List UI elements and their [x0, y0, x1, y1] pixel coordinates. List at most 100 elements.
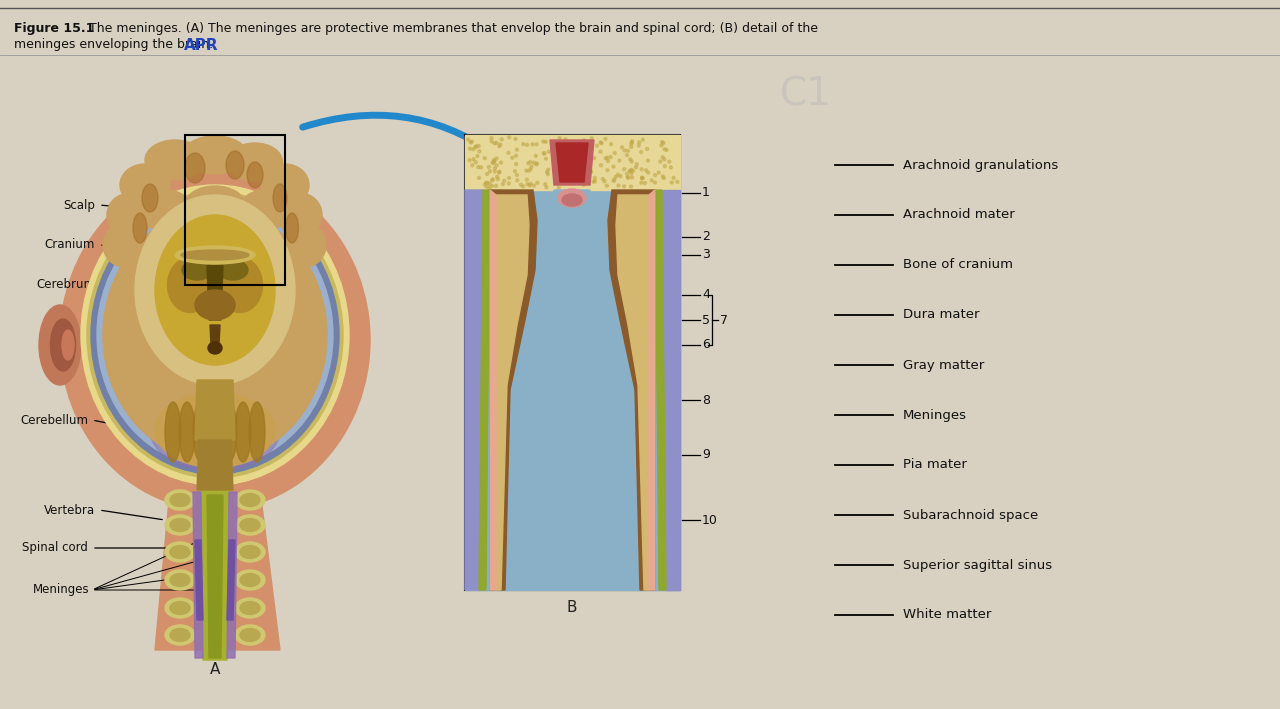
Ellipse shape	[527, 169, 530, 172]
Ellipse shape	[133, 213, 147, 243]
Ellipse shape	[236, 598, 265, 618]
Text: Figure 15.1: Figure 15.1	[14, 22, 95, 35]
Ellipse shape	[668, 160, 671, 163]
Ellipse shape	[486, 182, 489, 184]
Polygon shape	[195, 540, 204, 620]
Ellipse shape	[470, 141, 472, 144]
Ellipse shape	[562, 164, 566, 167]
Ellipse shape	[646, 159, 649, 162]
Ellipse shape	[543, 152, 545, 155]
Ellipse shape	[605, 169, 609, 172]
Ellipse shape	[543, 152, 545, 155]
Text: White matter: White matter	[902, 608, 992, 622]
Ellipse shape	[561, 148, 564, 151]
Polygon shape	[207, 495, 223, 658]
Ellipse shape	[529, 167, 532, 171]
Text: Scalp: Scalp	[63, 199, 95, 211]
Ellipse shape	[662, 177, 666, 179]
Ellipse shape	[589, 169, 591, 172]
Ellipse shape	[498, 171, 500, 174]
Polygon shape	[227, 492, 237, 658]
Ellipse shape	[557, 186, 561, 189]
Text: 3: 3	[701, 248, 710, 262]
Ellipse shape	[630, 172, 632, 175]
Ellipse shape	[672, 177, 675, 179]
Ellipse shape	[599, 150, 602, 153]
Ellipse shape	[531, 143, 534, 146]
Text: 9: 9	[701, 449, 710, 462]
Ellipse shape	[645, 169, 648, 172]
Ellipse shape	[492, 161, 495, 164]
Ellipse shape	[521, 185, 525, 188]
Ellipse shape	[605, 156, 609, 160]
Bar	[465, 135, 680, 590]
Ellipse shape	[508, 177, 511, 179]
Polygon shape	[479, 190, 490, 590]
Ellipse shape	[604, 157, 607, 160]
Ellipse shape	[612, 165, 614, 168]
Ellipse shape	[91, 196, 339, 474]
Ellipse shape	[472, 158, 475, 161]
Text: C1: C1	[780, 75, 832, 113]
Text: 8: 8	[701, 393, 710, 406]
Ellipse shape	[165, 570, 195, 590]
Ellipse shape	[590, 140, 593, 143]
Ellipse shape	[513, 169, 516, 173]
Ellipse shape	[620, 174, 622, 178]
Ellipse shape	[564, 145, 567, 148]
Ellipse shape	[627, 177, 630, 179]
Ellipse shape	[145, 140, 205, 180]
Ellipse shape	[507, 182, 511, 185]
Ellipse shape	[630, 143, 632, 145]
Ellipse shape	[87, 192, 343, 478]
Text: Superior sagittal sinus: Superior sagittal sinus	[902, 559, 1052, 571]
Polygon shape	[616, 195, 649, 590]
Ellipse shape	[477, 150, 481, 153]
Polygon shape	[490, 190, 497, 590]
Ellipse shape	[165, 490, 195, 510]
Ellipse shape	[102, 223, 147, 267]
Ellipse shape	[588, 153, 591, 156]
Ellipse shape	[640, 176, 644, 179]
Ellipse shape	[492, 162, 494, 164]
Ellipse shape	[640, 150, 643, 154]
Polygon shape	[195, 380, 236, 440]
Ellipse shape	[183, 136, 247, 174]
Ellipse shape	[584, 151, 586, 154]
Ellipse shape	[476, 166, 480, 169]
Ellipse shape	[507, 151, 509, 155]
Text: 2: 2	[701, 230, 710, 243]
Ellipse shape	[241, 545, 260, 559]
Ellipse shape	[493, 159, 495, 162]
Ellipse shape	[641, 177, 644, 179]
Ellipse shape	[564, 138, 567, 140]
Ellipse shape	[532, 161, 535, 164]
Ellipse shape	[582, 183, 585, 186]
Ellipse shape	[535, 143, 538, 146]
Ellipse shape	[500, 138, 503, 141]
Text: meninges enveloping the brain.: meninges enveloping the brain.	[14, 38, 214, 51]
Polygon shape	[655, 190, 666, 590]
Text: Dura mater: Dura mater	[902, 308, 979, 321]
Text: Meninges: Meninges	[902, 408, 966, 421]
Text: Gray matter: Gray matter	[902, 359, 984, 372]
Ellipse shape	[662, 142, 666, 145]
Ellipse shape	[228, 143, 283, 181]
Ellipse shape	[97, 203, 333, 467]
Text: APR: APR	[184, 38, 219, 53]
Ellipse shape	[50, 319, 76, 371]
Ellipse shape	[630, 145, 632, 148]
Ellipse shape	[613, 152, 616, 155]
Ellipse shape	[609, 143, 613, 145]
Ellipse shape	[575, 152, 579, 155]
Ellipse shape	[102, 209, 326, 461]
Ellipse shape	[621, 146, 623, 149]
Ellipse shape	[218, 260, 248, 280]
Ellipse shape	[511, 157, 513, 160]
Polygon shape	[608, 190, 655, 590]
Ellipse shape	[561, 150, 563, 152]
Ellipse shape	[170, 493, 189, 506]
Ellipse shape	[558, 178, 561, 181]
Ellipse shape	[236, 542, 265, 562]
Ellipse shape	[488, 186, 492, 189]
